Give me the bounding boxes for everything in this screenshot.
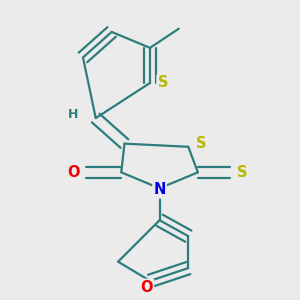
Text: S: S	[158, 76, 168, 91]
Text: S: S	[237, 165, 248, 180]
Text: O: O	[141, 280, 153, 295]
Text: S: S	[196, 136, 206, 151]
Text: H: H	[68, 108, 79, 122]
Text: N: N	[153, 182, 166, 197]
Text: O: O	[67, 165, 80, 180]
